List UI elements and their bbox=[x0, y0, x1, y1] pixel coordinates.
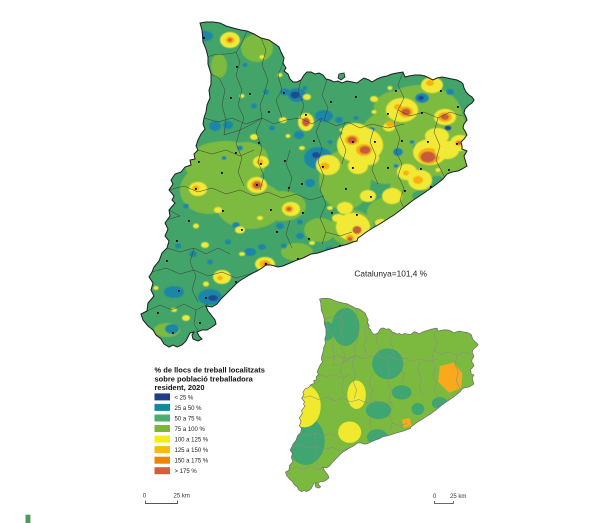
svg-text:% de llocs de treball localitz: % de llocs de treball localitzats bbox=[155, 366, 265, 375]
svg-text:resident, 2020: resident, 2020 bbox=[155, 383, 205, 392]
svg-text:150 a 175 %: 150 a 175 % bbox=[175, 459, 209, 465]
svg-text:100 a 125 %: 100 a 125 % bbox=[175, 438, 209, 444]
svg-text:< 25 %: < 25 % bbox=[175, 395, 195, 401]
svg-text:25 km: 25 km bbox=[174, 494, 190, 500]
svg-text:25 km: 25 km bbox=[450, 494, 466, 500]
svg-text:125 a 150 %: 125 a 150 % bbox=[175, 448, 209, 454]
svg-text:Catalunya=101,4 %: Catalunya=101,4 % bbox=[354, 269, 427, 279]
svg-text:25 a 50 %: 25 a 50 % bbox=[175, 406, 203, 412]
svg-text:> 175 %: > 175 % bbox=[175, 469, 198, 475]
svg-text:0: 0 bbox=[143, 494, 147, 500]
svg-text:50 a 75 %: 50 a 75 % bbox=[175, 416, 203, 422]
svg-text:sobre població treballadora: sobre població treballadora bbox=[155, 374, 254, 383]
svg-text:75 a 100 %: 75 a 100 % bbox=[175, 427, 206, 433]
svg-text:0: 0 bbox=[433, 494, 437, 500]
